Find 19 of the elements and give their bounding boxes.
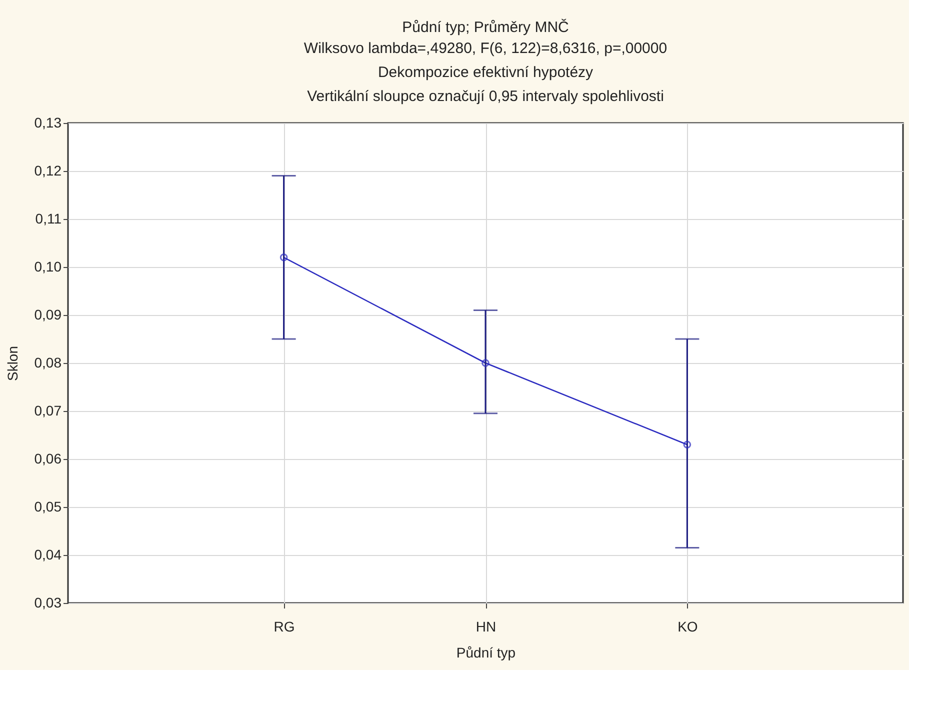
point: [482, 359, 490, 367]
x-tick-label: HN: [476, 618, 496, 634]
x-axis-title: Půdní typ: [456, 644, 516, 660]
y-tick-label: 0,13: [34, 114, 62, 130]
y-tick-label: 0,12: [34, 162, 62, 178]
y-tick-label: 0,04: [34, 546, 62, 562]
y-tick-label: 0,06: [34, 450, 62, 466]
x-tick-label: RG: [274, 618, 295, 634]
y-tick-label: 0,10: [34, 258, 62, 274]
y-tick-label: 0,08: [34, 354, 62, 370]
y-tick-label: 0,11: [35, 210, 62, 226]
chart-title: Půdní typ; Průměry MNČ: [402, 18, 570, 36]
y-tick-label: 0,07: [34, 402, 62, 418]
y-tick-label: 0,03: [34, 594, 62, 610]
y-tick-label: 0,09: [34, 306, 62, 322]
x-tick-label: KO: [678, 618, 698, 634]
chart-subtitle: Wilksovo lambda=,49280, F(6, 122)=8,6316, p=,00000 Dekompozice efektivní hypotézy Vertikální sloupce označují 0,95 intervaly spolehlivosti: [304, 40, 668, 105]
y-tick-label: 0,05: [34, 498, 62, 514]
y-axis-title: Sklon: [4, 346, 20, 382]
